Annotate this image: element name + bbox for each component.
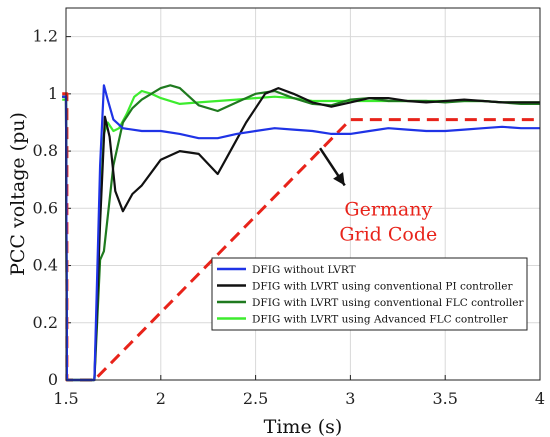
y-tick-label: 0.2 [33, 313, 58, 332]
x-tick-label: 3 [345, 389, 355, 408]
series-line [62, 87, 540, 382]
grid-code-annotation: Germany Grid Code [319, 147, 437, 245]
y-tick-label: 1.2 [33, 27, 58, 46]
legend: DFIG without LVRT DFIG with LVRT using co… [211, 257, 528, 331]
y-tick-label: 0.4 [33, 256, 58, 275]
y-tick-label: 0.6 [33, 198, 58, 217]
y-axis-title: PCC voltage (pu) [7, 112, 29, 276]
legend-label: DFIG with LVRT using Advanced FLC contro… [252, 314, 508, 326]
y-tick-label: 1 [48, 84, 58, 103]
series-line [62, 92, 540, 382]
series-line [62, 89, 540, 382]
legend-label: DFIG without LVRT [252, 264, 356, 276]
series-line [62, 84, 540, 382]
legend-label: DFIG with LVRT using conventional FLC co… [252, 297, 525, 309]
x-tick-label: 1.5 [53, 389, 78, 408]
x-tick-label: 2 [156, 389, 166, 408]
annotation-text-line: Germany [344, 198, 432, 220]
x-axis-title: Time (s) [264, 416, 343, 437]
legend-box [211, 257, 528, 331]
tick-labels: 1.5 2 2.5 3 3.5 4 0 0.2 0.4 0.6 0.8 1 1.2 [33, 27, 546, 408]
y-tick-label: 0 [48, 370, 58, 389]
annotation-text-line: Grid Code [339, 223, 437, 245]
y-tick-label: 0.8 [33, 141, 58, 160]
legend-label: DFIG with LVRT using conventional PI con… [252, 281, 513, 293]
annotation-arrow-head [333, 172, 345, 186]
plot-frame [65, 7, 541, 381]
x-tick-label: 3.5 [432, 389, 457, 408]
x-tick-label: 4 [535, 389, 545, 408]
x-tick-label: 2.5 [243, 389, 268, 408]
series-layer [62, 84, 540, 382]
